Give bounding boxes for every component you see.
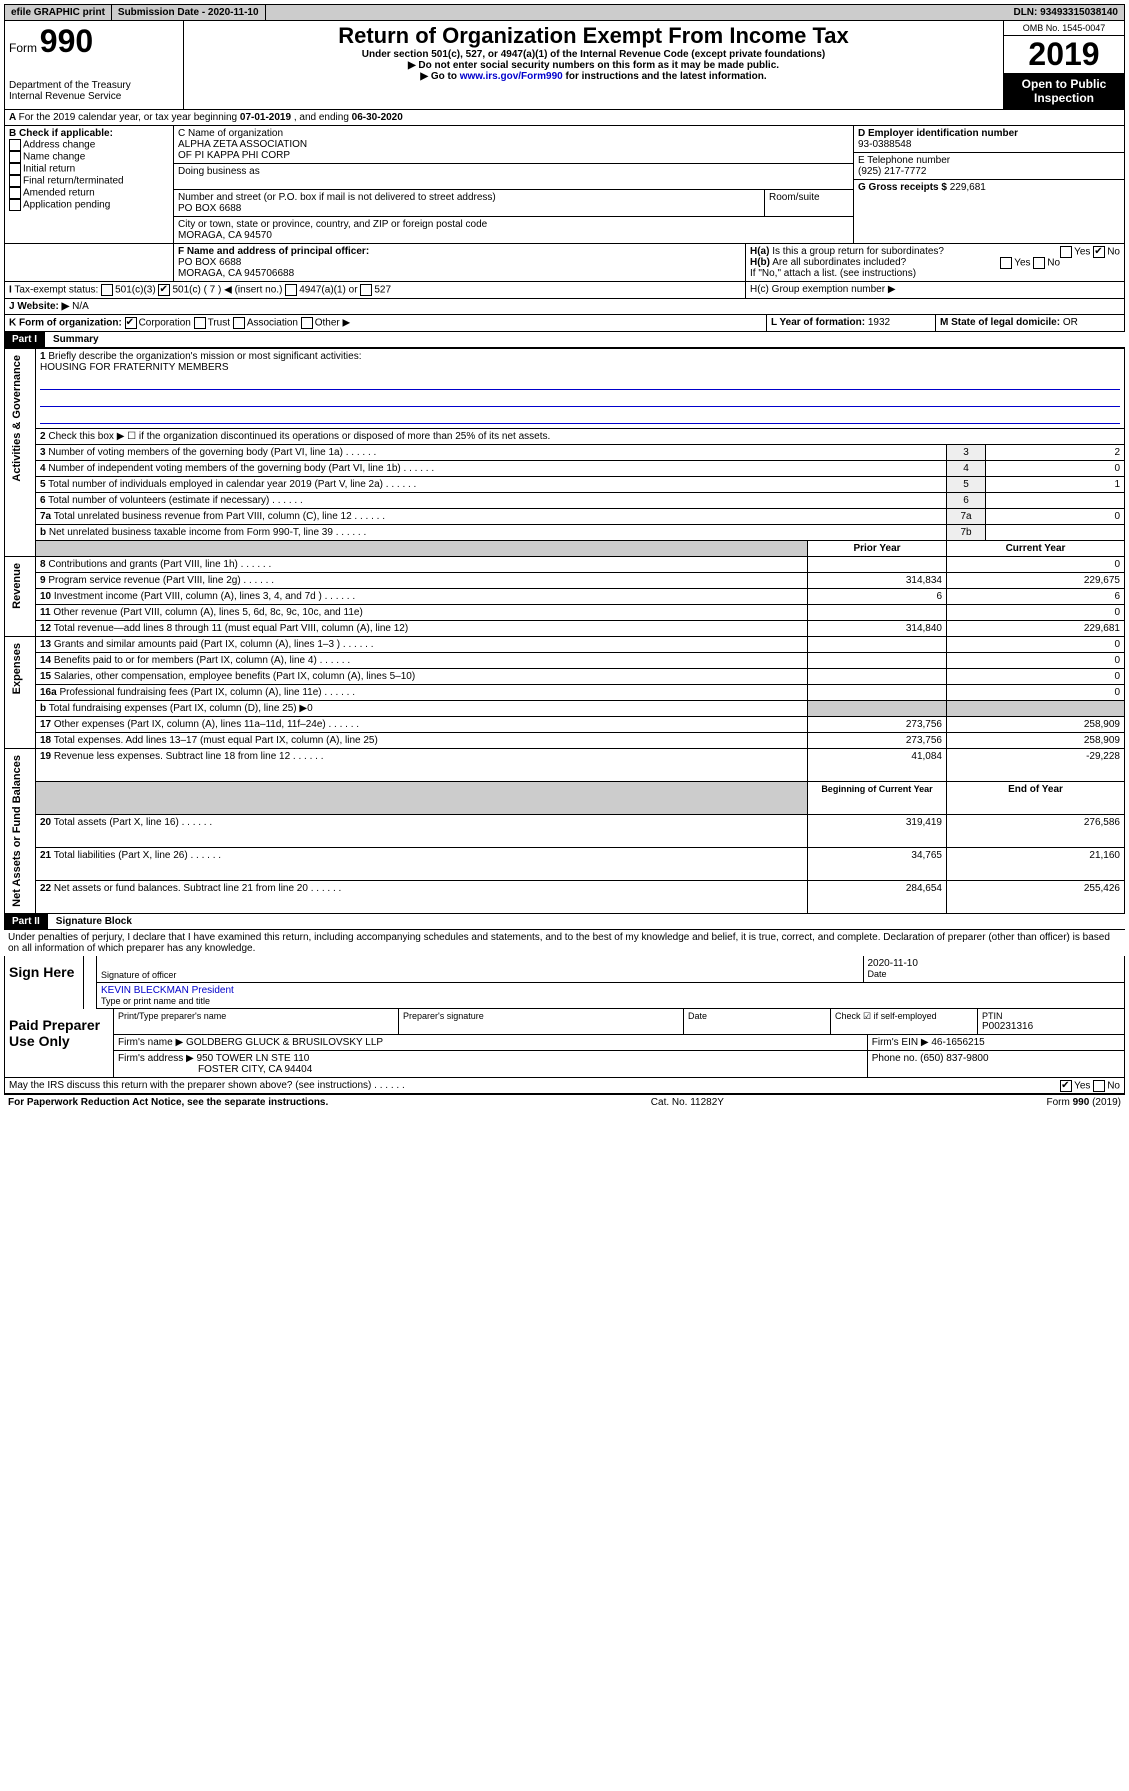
- check-name[interactable]: [9, 151, 21, 163]
- submission-date: Submission Date - 2020-11-10: [112, 5, 266, 20]
- part2-header: Part II Signature Block: [4, 914, 1125, 930]
- discuss-yes[interactable]: [1060, 1080, 1072, 1092]
- hb-note: If "No," attach a list. (see instruction…: [750, 268, 1120, 279]
- form-subtitle: Under section 501(c), 527, or 4947(a)(1)…: [192, 49, 995, 60]
- paid-preparer: Paid Preparer Use Only: [5, 1009, 113, 1077]
- val-6: [986, 493, 1125, 509]
- tax-status-row: I Tax-exempt status: 501(c)(3) 501(c) ( …: [4, 282, 1125, 299]
- dept-treasury: Department of the Treasury: [9, 80, 179, 91]
- form-header: Form 990 Department of the Treasury Inte…: [4, 21, 1125, 110]
- discuss-row: May the IRS discuss this return with the…: [4, 1078, 1125, 1094]
- officer-name[interactable]: KEVIN BLECKMAN President: [101, 985, 234, 996]
- dln: DLN: 93493315038140: [1007, 5, 1124, 20]
- check-trust[interactable]: [194, 317, 206, 329]
- irs-label: Internal Revenue Service: [9, 91, 179, 102]
- firm-ein: 46-1656215: [931, 1037, 984, 1048]
- org-address: PO BOX 6688: [178, 203, 760, 214]
- check-amended[interactable]: [9, 187, 21, 199]
- check-pending[interactable]: [9, 199, 21, 211]
- check-4947[interactable]: [285, 284, 297, 296]
- form-number: 990: [40, 23, 93, 59]
- firm-addr2: FOSTER CITY, CA 94404: [198, 1064, 312, 1075]
- addr-label: Number and street (or P.O. box if mail i…: [178, 192, 760, 203]
- dba-label: Doing business as: [178, 166, 849, 177]
- hb-no[interactable]: [1033, 257, 1045, 269]
- officer-group-block: F Name and address of principal officer:…: [4, 244, 1125, 282]
- gross-receipts: 229,681: [950, 182, 986, 193]
- city-label: City or town, state or province, country…: [178, 219, 849, 230]
- ha-label: H(a) Is this a group return for subordin…: [750, 246, 1120, 257]
- sign-here: Sign Here: [5, 956, 83, 1009]
- check-501c3[interactable]: [101, 284, 113, 296]
- note-ssn: ▶ Do not enter social security numbers o…: [192, 60, 995, 71]
- officer-addr1: PO BOX 6688: [178, 257, 741, 268]
- firm-phone: (650) 837-9800: [920, 1053, 988, 1064]
- box-b-label: B Check if applicable:: [9, 128, 169, 139]
- ein: 93-0388548: [858, 139, 1120, 150]
- top-bar: efile GRAPHIC print Submission Date - 20…: [4, 4, 1125, 21]
- box-f-label: F Name and address of principal officer:: [178, 246, 741, 257]
- box-d-label: D Employer identification number: [858, 128, 1120, 139]
- form-title: Return of Organization Exempt From Incom…: [192, 23, 995, 49]
- efile-label[interactable]: efile GRAPHIC print: [5, 5, 112, 20]
- firm-name: GOLDBERG GLUCK & BRUSILOVSKY LLP: [186, 1037, 383, 1048]
- check-final[interactable]: [9, 175, 21, 187]
- discuss-no[interactable]: [1093, 1080, 1105, 1092]
- mission: HOUSING FOR FRATERNITY MEMBERS: [40, 362, 229, 373]
- check-other[interactable]: [301, 317, 313, 329]
- website-row: J Website: ▶ N/A: [4, 299, 1125, 315]
- footer: For Paperwork Reduction Act Notice, see …: [4, 1094, 1125, 1110]
- box-g-label: G Gross receipts $: [858, 182, 947, 193]
- ptin: P00231316: [982, 1021, 1120, 1032]
- omb-number: OMB No. 1545-0047: [1004, 21, 1124, 36]
- val-3: 2: [986, 445, 1125, 461]
- irs-link[interactable]: www.irs.gov/Form990: [460, 71, 563, 82]
- hb-yes[interactable]: [1000, 257, 1012, 269]
- check-corp[interactable]: [125, 317, 137, 329]
- firm-addr1: 950 TOWER LN STE 110: [197, 1053, 310, 1064]
- ha-yes[interactable]: [1060, 246, 1072, 258]
- tax-year: 2019: [1004, 36, 1124, 73]
- phone: (925) 217-7772: [858, 166, 1120, 177]
- val-5: 1: [986, 477, 1125, 493]
- box-e-label: E Telephone number: [858, 155, 1120, 166]
- label-revenue: Revenue: [9, 559, 25, 613]
- check-initial[interactable]: [9, 163, 21, 175]
- box-c-label: C Name of organization: [178, 128, 849, 139]
- penalty-text: Under penalties of perjury, I declare th…: [4, 930, 1125, 956]
- entity-block: B Check if applicable: Address change Na…: [4, 126, 1125, 244]
- org-form-row: K Form of organization: Corporation Trus…: [4, 315, 1125, 332]
- check-527[interactable]: [360, 284, 372, 296]
- ha-no[interactable]: [1093, 246, 1105, 258]
- part1-header: Part I Summary: [4, 332, 1125, 348]
- hb-label: H(b) Are all subordinates included? Yes …: [750, 257, 1120, 268]
- year-formation: 1932: [868, 317, 890, 328]
- label-expenses: Expenses: [9, 639, 25, 698]
- open-public: Open to Public Inspection: [1004, 73, 1124, 109]
- room-label: Room/suite: [765, 190, 853, 216]
- val-7a: 0: [986, 509, 1125, 525]
- sig-date: 2020-11-10: [868, 958, 1121, 969]
- officer-addr2: MORAGA, CA 945706688: [178, 268, 741, 279]
- form-prefix: Form: [9, 41, 37, 55]
- tax-period: A For the 2019 calendar year, or tax yea…: [4, 110, 1125, 126]
- val-4: 0: [986, 461, 1125, 477]
- summary-table: Activities & Governance 1 Briefly descri…: [4, 348, 1125, 914]
- org-city: MORAGA, CA 94570: [178, 230, 849, 241]
- label-governance: Activities & Governance: [9, 351, 25, 486]
- state-domicile: OR: [1063, 317, 1078, 328]
- check-501c[interactable]: [158, 284, 170, 296]
- website: N/A: [72, 301, 89, 312]
- val-7b: [986, 525, 1125, 541]
- label-net: Net Assets or Fund Balances: [9, 751, 25, 911]
- check-assoc[interactable]: [233, 317, 245, 329]
- org-name: ALPHA ZETA ASSOCIATION OF PI KAPPA PHI C…: [178, 139, 849, 161]
- hc-label: H(c) Group exemption number ▶: [746, 282, 1124, 298]
- check-address[interactable]: [9, 139, 21, 151]
- signature-block: Sign Here Signature of officer 2020-11-1…: [4, 956, 1125, 1078]
- note-link: ▶ Go to www.irs.gov/Form990 for instruct…: [192, 71, 995, 82]
